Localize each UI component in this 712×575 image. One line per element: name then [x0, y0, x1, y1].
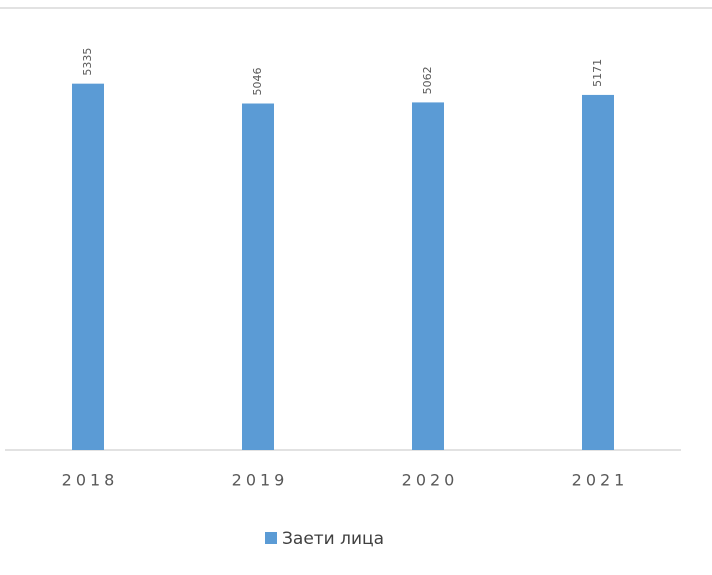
value-label: 5171 [591, 59, 604, 87]
x-tick-label: 2021 [572, 471, 629, 490]
bar [242, 103, 274, 451]
x-tick-label: 2020 [402, 471, 459, 490]
legend-label: Заети лица [282, 529, 384, 549]
value-label: 5046 [251, 68, 264, 96]
bar [412, 102, 444, 450]
legend-swatch [265, 532, 277, 544]
value-label: 5335 [81, 48, 94, 76]
x-tick-label: 2019 [232, 471, 289, 490]
value-label: 5062 [421, 66, 434, 94]
bar [72, 83, 104, 450]
bar [582, 94, 614, 450]
x-tick-label: 2018 [62, 471, 119, 490]
